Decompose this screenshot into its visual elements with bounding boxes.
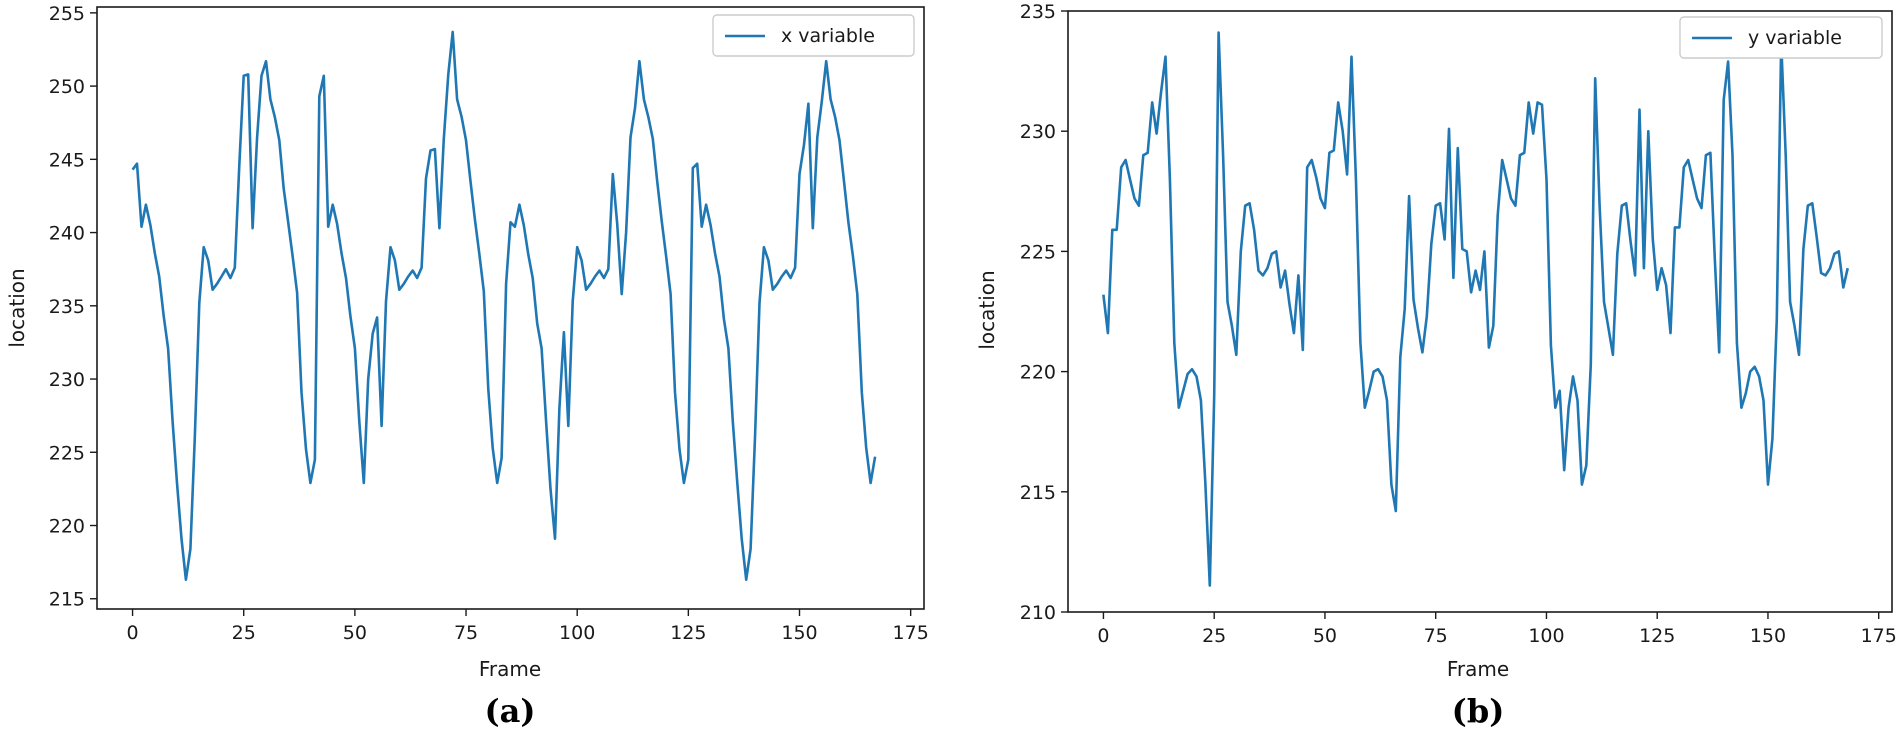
legend-label: y variable bbox=[1748, 27, 1842, 49]
y-tick-label: 235 bbox=[1020, 1, 1056, 23]
y-tick-label: 225 bbox=[49, 442, 85, 464]
y-axis: 215 220 225 230 235 240 245 250 255 bbox=[49, 3, 97, 611]
panel-b: 0 25 50 75 100 125 150 175 210 215 220 225 230 235 y… bbox=[975, 1, 1897, 730]
x-tick-label: 100 bbox=[559, 622, 595, 644]
x-tick-label: 75 bbox=[454, 622, 478, 644]
y-tick-label: 220 bbox=[49, 516, 85, 538]
y-tick-label: 235 bbox=[49, 296, 85, 318]
y-tick-label: 250 bbox=[49, 76, 85, 98]
legend: x variable bbox=[712, 14, 915, 57]
y-tick-label: 240 bbox=[49, 223, 85, 245]
y-tick-label: 230 bbox=[1020, 121, 1056, 143]
x-variable-line bbox=[131, 30, 877, 581]
legend-label: x variable bbox=[781, 25, 875, 47]
panel-a: 0 25 50 75 100 125 150 175 215 220 225 230 235 240 24… bbox=[5, 3, 929, 730]
x-tick-label: 25 bbox=[1202, 625, 1226, 647]
legend-box bbox=[1679, 16, 1883, 59]
y-tick-label: 215 bbox=[1020, 482, 1056, 504]
x-tick-label: 0 bbox=[1097, 625, 1109, 647]
panel-caption: (a) bbox=[484, 692, 535, 730]
x-tick-label: 25 bbox=[232, 622, 256, 644]
x-tick-label: 100 bbox=[1528, 625, 1564, 647]
x-tick-label: 0 bbox=[127, 622, 139, 644]
x-axis-title: Frame bbox=[1447, 657, 1509, 681]
x-tick-label: 175 bbox=[1861, 625, 1897, 647]
y-tick-label: 245 bbox=[49, 149, 85, 171]
x-axis: 0 25 50 75 100 125 150 175 bbox=[127, 609, 929, 644]
y-tick-label: 255 bbox=[49, 3, 85, 25]
y-axis-title: location bbox=[975, 270, 999, 349]
legend-box bbox=[712, 14, 915, 57]
y-tick-label: 220 bbox=[1020, 362, 1056, 384]
plot-frame bbox=[96, 6, 925, 610]
x-tick-label: 150 bbox=[781, 622, 817, 644]
x-axis: 0 25 50 75 100 125 150 175 bbox=[1097, 612, 1897, 647]
x-tick-label: 175 bbox=[893, 622, 929, 644]
legend: y variable bbox=[1679, 16, 1883, 59]
x-tick-label: 50 bbox=[1313, 625, 1337, 647]
x-tick-label: 125 bbox=[670, 622, 706, 644]
panel-caption: (b) bbox=[1452, 692, 1505, 730]
x-axis-title: Frame bbox=[479, 657, 541, 681]
plot-frame bbox=[1067, 10, 1893, 613]
x-tick-label: 125 bbox=[1639, 625, 1675, 647]
y-axis: 210 215 220 225 230 235 bbox=[1020, 1, 1068, 624]
y-axis-title: location bbox=[5, 268, 29, 347]
x-tick-label: 150 bbox=[1750, 625, 1786, 647]
y-variable-line bbox=[1102, 31, 1849, 587]
y-tick-label: 230 bbox=[49, 369, 85, 391]
y-tick-label: 225 bbox=[1020, 241, 1056, 263]
y-tick-label: 210 bbox=[1020, 602, 1056, 624]
x-tick-label: 50 bbox=[343, 622, 367, 644]
y-tick-label: 215 bbox=[49, 589, 85, 611]
x-tick-label: 75 bbox=[1424, 625, 1448, 647]
